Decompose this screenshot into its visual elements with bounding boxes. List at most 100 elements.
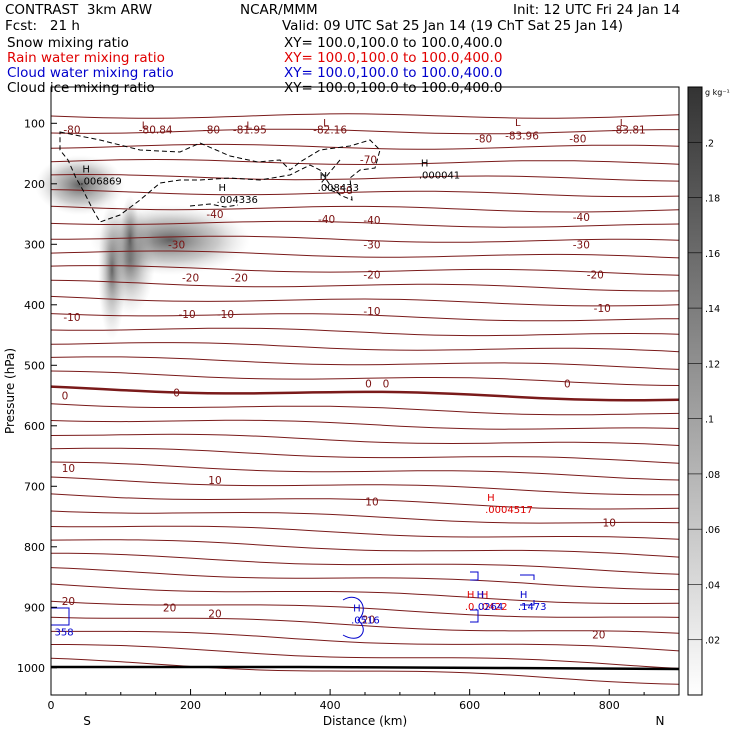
contour-labels: -80 -80.84 -80 -81.95 -82.16 -80 -83.96 -80 -83.… — [62, 124, 646, 641]
colorbar-tick-label: .08 — [705, 470, 720, 481]
colorbar-unit: g kg⁻¹ — [705, 88, 730, 97]
cloud-ice-contour — [59, 131, 381, 223]
extremum-value: .0422 — [479, 602, 508, 613]
colorbar-tick-label: .1 — [705, 415, 714, 426]
init-time: Init: 12 UTC Fri 24 Jan 14 — [513, 2, 681, 18]
colorbar-tick-label: .04 — [705, 580, 720, 591]
isotherm-line — [50, 583, 680, 604]
isotherm-label: -30 — [573, 239, 590, 251]
x-end-label-south: S — [83, 714, 91, 728]
x-tick-label: 0 — [48, 699, 55, 712]
extremum-value: .0004517 — [485, 505, 533, 516]
extremum-letter: L — [142, 121, 148, 132]
isotherm-label: 0 — [383, 378, 390, 390]
isotherm-label: 20 — [362, 614, 375, 626]
isotherm-line — [50, 113, 680, 119]
colorbar-tick-label: .02 — [705, 636, 720, 647]
isotherm-label: -80 — [569, 133, 586, 145]
isotherm-line — [50, 616, 680, 634]
field-label-cloud-ice: Cloud ice mixing ratio — [7, 80, 155, 96]
extremum-letter: H — [467, 590, 475, 601]
extremum-value: .0 — [465, 602, 475, 613]
colorbar-tick-label: .16 — [705, 249, 720, 260]
isotherm-label: -20 — [182, 273, 199, 285]
extremum-letter: H — [353, 603, 361, 614]
forecast-hour: Fcst: 21 h — [5, 18, 80, 34]
extremum-letter: H — [520, 590, 528, 601]
isotherm-line — [50, 250, 680, 259]
isotherm-label: -40 — [206, 209, 223, 221]
isotherm-line — [50, 370, 680, 386]
isotherm-label: -50 — [335, 185, 352, 197]
extremum-letter: H — [477, 590, 485, 601]
isotherm-label: -20 — [363, 270, 380, 282]
isotherm-label: 10 — [208, 475, 221, 487]
isotherm-label: 0 — [62, 391, 69, 403]
colorbar-tick-label: .14 — [705, 304, 720, 315]
isotherm-line — [50, 205, 680, 213]
isotherm-line — [50, 567, 680, 591]
isotherm-label: -20 — [231, 273, 248, 285]
isotherm-label: -30 — [168, 239, 185, 251]
colorbar-tick-label: .12 — [705, 359, 720, 370]
axes: 0 200 400 600 800100200300400500600700800900… — [17, 117, 645, 712]
extremum-value: 358 — [54, 627, 73, 638]
isotherm-label: 10 — [62, 463, 75, 475]
extremum-letter: H — [218, 183, 226, 194]
y-tick-label: 900 — [24, 601, 45, 614]
isotherm-line — [50, 510, 680, 524]
isotherm-line — [50, 327, 680, 337]
isotherm-line — [50, 342, 680, 353]
isotherm-label: -82.16 — [313, 124, 347, 136]
extremum-letter: L — [323, 118, 329, 129]
isotherm-line — [50, 295, 680, 307]
isotherm-label: 10 — [365, 496, 378, 508]
isotherm-line — [50, 356, 680, 370]
y-tick-label: 500 — [24, 359, 45, 372]
isotherm-line — [50, 552, 680, 575]
extremum-value: .006869 — [80, 177, 121, 188]
field-label-cloud-water: Cloud water mixing ratio — [7, 65, 174, 81]
isotherm-line — [50, 476, 680, 496]
isotherm-line — [51, 235, 680, 243]
isotherm-line — [50, 313, 680, 322]
colorbar-tick-label: .06 — [705, 525, 720, 536]
model-title: CONTRAST 3km ARW — [5, 2, 153, 18]
extremum-letter: H — [481, 590, 489, 601]
isotherm-label: -81.95 — [233, 124, 267, 136]
isotherm-line — [50, 525, 680, 540]
x-tick-label: 600 — [459, 699, 480, 712]
y-tick-label: 100 — [24, 117, 45, 130]
isotherm-line — [50, 385, 680, 402]
isotherm-label: -40 — [573, 212, 590, 224]
y-tick-label: 700 — [24, 480, 45, 493]
x-axis-label: Distance (km) — [323, 714, 407, 728]
isotherm-line — [50, 493, 680, 510]
center-label: NCAR/MMM — [240, 2, 318, 18]
field-xy-cloud-ice: XY= 100.0,100.0 to 100.0,400.0 — [284, 80, 503, 96]
colorbar-tick-label: .18 — [705, 194, 720, 205]
field-xy-rain: XY= 100.0,100.0 to 100.0,400.0 — [284, 50, 503, 66]
isotherm-line — [50, 143, 680, 150]
isotherm-line — [50, 173, 680, 182]
extremum-letter: H — [82, 165, 90, 176]
isotherm-line — [50, 279, 680, 292]
isotherm-label: -30 — [363, 239, 380, 251]
isotherm-line — [51, 644, 680, 669]
isotherm-label: -10 — [594, 303, 611, 315]
isotherm-label: -10 — [217, 309, 234, 321]
isotherm-line — [50, 600, 680, 618]
isotherm-label: -80 — [203, 124, 220, 136]
x-tick-label: 400 — [320, 699, 341, 712]
field-xy-cloud-water: XY= 100.0,100.0 to 100.0,400.0 — [284, 65, 503, 81]
temperature-contours — [50, 113, 680, 685]
isotherm-label: -83.81 — [612, 124, 646, 136]
extremum-letter: H — [320, 171, 328, 182]
isotherm-label: -40 — [318, 214, 335, 226]
isotherm-label: -80.84 — [139, 124, 173, 136]
isotherm-label: -10 — [178, 309, 195, 321]
x-end-label-north: N — [656, 714, 665, 728]
field-xy-snow: XY= 100.0,100.0 to 100.0,400.0 — [284, 35, 503, 51]
y-tick-label: 600 — [24, 420, 45, 433]
